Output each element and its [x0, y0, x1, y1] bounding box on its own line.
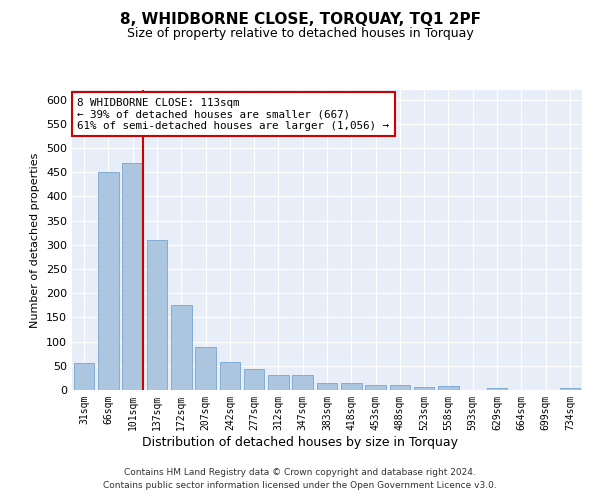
Bar	[560, 388, 580, 390]
Bar	[146, 240, 167, 390]
Text: Distribution of detached houses by size in Torquay: Distribution of detached houses by size …	[142, 436, 458, 449]
Bar	[438, 386, 459, 390]
Text: 8, WHIDBORNE CLOSE, TORQUAY, TQ1 2PF: 8, WHIDBORNE CLOSE, TORQUAY, TQ1 2PF	[119, 12, 481, 28]
Text: 8 WHIDBORNE CLOSE: 113sqm
← 39% of detached houses are smaller (667)
61% of semi: 8 WHIDBORNE CLOSE: 113sqm ← 39% of detac…	[77, 98, 389, 130]
Bar	[98, 172, 119, 390]
Bar	[414, 387, 434, 390]
Bar	[268, 376, 289, 390]
Bar	[317, 382, 337, 390]
Bar	[389, 385, 410, 390]
Text: Contains HM Land Registry data © Crown copyright and database right 2024.: Contains HM Land Registry data © Crown c…	[124, 468, 476, 477]
Bar	[292, 374, 313, 390]
Y-axis label: Number of detached properties: Number of detached properties	[31, 152, 40, 328]
Bar	[74, 364, 94, 390]
Bar	[220, 362, 240, 390]
Bar	[487, 388, 508, 390]
Bar	[171, 306, 191, 390]
Bar	[365, 385, 386, 390]
Text: Contains public sector information licensed under the Open Government Licence v3: Contains public sector information licen…	[103, 480, 497, 490]
Bar	[341, 382, 362, 390]
Bar	[122, 162, 143, 390]
Bar	[244, 369, 265, 390]
Bar	[195, 348, 216, 390]
Text: Size of property relative to detached houses in Torquay: Size of property relative to detached ho…	[127, 28, 473, 40]
